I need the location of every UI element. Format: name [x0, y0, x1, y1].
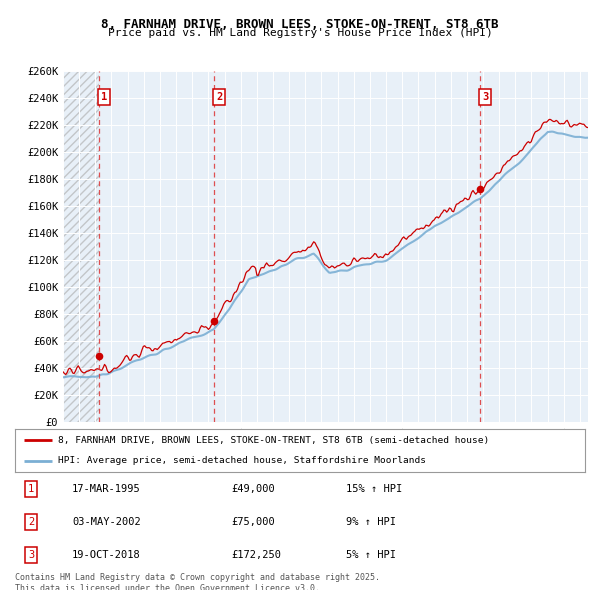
Text: 9% ↑ HPI: 9% ↑ HPI [346, 517, 395, 527]
Text: Contains HM Land Registry data © Crown copyright and database right 2025.
This d: Contains HM Land Registry data © Crown c… [15, 573, 380, 590]
Text: 1: 1 [28, 484, 34, 494]
Text: 5% ↑ HPI: 5% ↑ HPI [346, 550, 395, 560]
Text: 8, FARNHAM DRIVE, BROWN LEES, STOKE-ON-TRENT, ST8 6TB (semi-detached house): 8, FARNHAM DRIVE, BROWN LEES, STOKE-ON-T… [58, 435, 489, 445]
Text: 2: 2 [28, 517, 34, 527]
Text: 1: 1 [101, 92, 107, 102]
Text: 3: 3 [28, 550, 34, 560]
Text: 19-OCT-2018: 19-OCT-2018 [72, 550, 141, 560]
Text: 17-MAR-1995: 17-MAR-1995 [72, 484, 141, 494]
Text: £49,000: £49,000 [232, 484, 275, 494]
Text: 2: 2 [216, 92, 223, 102]
Text: 03-MAY-2002: 03-MAY-2002 [72, 517, 141, 527]
Text: 8, FARNHAM DRIVE, BROWN LEES, STOKE-ON-TRENT, ST8 6TB: 8, FARNHAM DRIVE, BROWN LEES, STOKE-ON-T… [101, 18, 499, 31]
Text: HPI: Average price, semi-detached house, Staffordshire Moorlands: HPI: Average price, semi-detached house,… [58, 456, 426, 466]
Text: Price paid vs. HM Land Registry's House Price Index (HPI): Price paid vs. HM Land Registry's House … [107, 28, 493, 38]
Text: 15% ↑ HPI: 15% ↑ HPI [346, 484, 402, 494]
Text: £75,000: £75,000 [232, 517, 275, 527]
Bar [63, 71, 98, 422]
Text: 3: 3 [482, 92, 488, 102]
Text: £172,250: £172,250 [232, 550, 281, 560]
